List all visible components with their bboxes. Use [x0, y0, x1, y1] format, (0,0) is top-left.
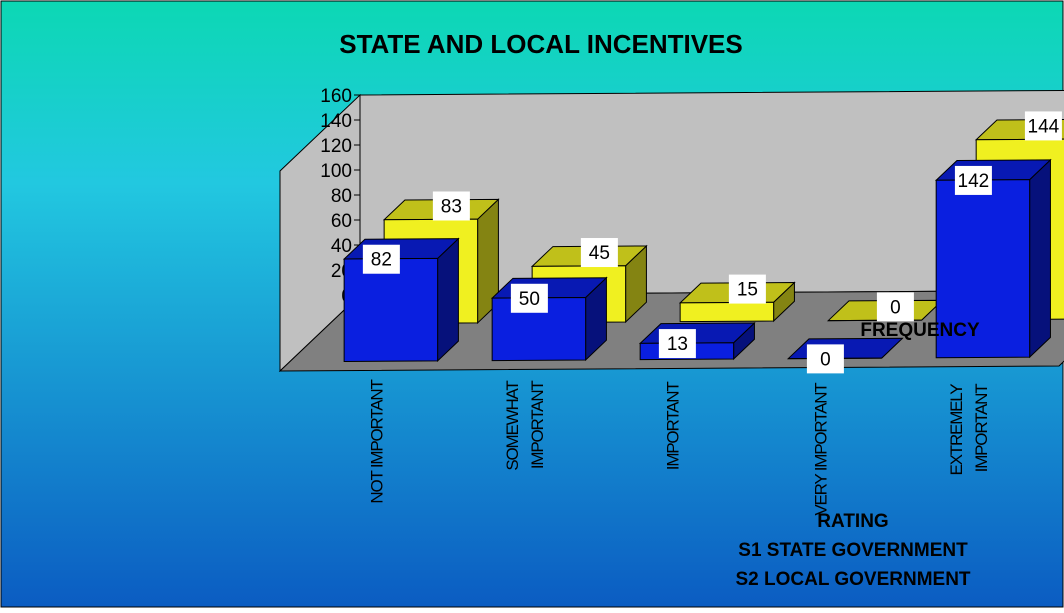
y-tick-label: 80	[331, 186, 352, 207]
category-label: SOMEWHAT	[503, 381, 522, 471]
data-label: 142	[958, 171, 990, 192]
rating-line-2: S1 STATE GOVERNMENT	[738, 540, 968, 561]
category-label: IMPORTANT	[528, 381, 547, 470]
data-label: 83	[441, 196, 462, 217]
bar-side	[1029, 158, 1051, 359]
y-tick-label: 140	[320, 111, 352, 132]
data-label: 15	[737, 280, 758, 301]
data-label-box	[806, 344, 844, 374]
bar	[828, 319, 922, 322]
y-tick-label: 100	[320, 161, 352, 182]
category-label: NOT IMPORTANT	[367, 380, 386, 504]
bar	[935, 179, 1031, 359]
category-label: IMPORTANT	[972, 384, 991, 473]
category-label: EXTREMELY	[947, 384, 966, 476]
data-label: 13	[667, 334, 688, 355]
rating-line-1: RATING	[817, 511, 888, 532]
bar-side	[437, 237, 459, 363]
data-label-box	[876, 292, 914, 322]
data-label-box	[362, 244, 400, 274]
data-label-box	[954, 165, 992, 195]
y-tick-label: 120	[320, 136, 352, 157]
data-label: 45	[589, 243, 610, 264]
data-label: 0	[820, 349, 831, 370]
chart-title: STATE AND LOCAL INCENTIVES	[339, 29, 743, 59]
data-label-box	[580, 238, 618, 268]
data-label: 82	[371, 250, 392, 271]
data-label-box	[728, 274, 766, 304]
data-label: 0	[890, 297, 901, 318]
category-label: VERY IMPORTANT	[811, 383, 830, 516]
bar	[679, 301, 775, 323]
data-label-box	[1024, 111, 1062, 141]
bar	[343, 257, 439, 363]
rating-line-3: S2 LOCAL GOVERNMENT	[735, 569, 970, 590]
y-tick-label: 160	[320, 86, 352, 107]
y-tick-label: 40	[331, 236, 352, 257]
y-tick-label: 60	[331, 211, 352, 232]
data-label: 144	[1028, 116, 1060, 137]
data-label-box	[510, 283, 548, 313]
frequency-label: FREQUENCY	[860, 320, 980, 341]
bar	[491, 296, 587, 362]
data-label: 50	[519, 289, 540, 310]
category-label: IMPORTANT	[663, 382, 682, 471]
data-label-box	[658, 329, 696, 359]
data-label-box	[432, 191, 470, 221]
